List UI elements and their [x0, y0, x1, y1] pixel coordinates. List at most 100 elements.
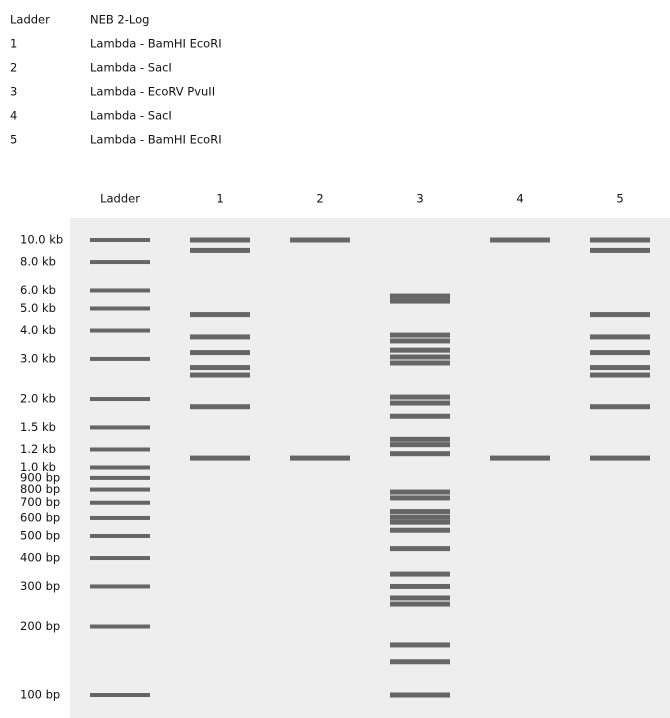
band: [390, 659, 450, 665]
band: [390, 489, 450, 495]
lane-label: Ladder: [100, 192, 140, 206]
ladder-label: 400 bp: [20, 551, 60, 565]
legend-description: Lambda - SacI: [90, 109, 172, 123]
ladder-band: [90, 556, 150, 561]
band: [390, 595, 450, 601]
ladder-label: 700 bp: [20, 495, 60, 509]
ladder-label: 600 bp: [20, 510, 60, 524]
band: [390, 514, 450, 520]
legend-description: Lambda - BamHI EcoRI: [90, 37, 222, 51]
lane-label: 2: [316, 192, 323, 206]
ladder-label: 500 bp: [20, 528, 60, 542]
ladder-band: [90, 475, 150, 480]
ladder-band: [90, 533, 150, 538]
band: [590, 237, 650, 243]
band: [190, 247, 250, 253]
legend-description: NEB 2-Log: [90, 13, 149, 27]
band: [390, 583, 450, 589]
band: [590, 312, 650, 318]
ladder-band: [90, 288, 150, 293]
legend-lane: 2: [10, 61, 17, 75]
ladder-band: [90, 500, 150, 505]
ladder-band: [90, 238, 150, 242]
ladder-band: [90, 624, 150, 629]
band: [390, 400, 450, 406]
ladder-label: 4.0 kb: [20, 323, 56, 337]
band: [290, 237, 350, 243]
band: [590, 334, 650, 340]
legend-lane: 5: [10, 133, 17, 147]
band: [390, 354, 450, 360]
band: [190, 312, 250, 318]
band: [590, 365, 650, 371]
band: [390, 332, 450, 338]
band: [190, 404, 250, 410]
ladder-label: 8.0 kb: [20, 255, 56, 269]
ladder-band: [90, 584, 150, 589]
ladder-band: [90, 487, 150, 492]
ladder-label: 200 bp: [20, 619, 60, 633]
band: [590, 350, 650, 356]
ladder-label: 900 bp: [20, 470, 60, 484]
band: [390, 527, 450, 533]
band: [190, 455, 250, 461]
lane-label: 3: [416, 192, 423, 206]
band: [390, 509, 450, 515]
band: [590, 455, 650, 461]
ladder-label: 1.0 kb: [20, 460, 56, 474]
band: [190, 237, 250, 243]
band: [390, 495, 450, 501]
ladder-label: 5.0 kb: [20, 301, 56, 315]
band: [390, 394, 450, 400]
ladder-band: [90, 356, 150, 361]
ladder-label: 800 bp: [20, 482, 60, 496]
band: [390, 519, 450, 525]
ladder-band: [90, 693, 150, 697]
band: [490, 237, 550, 243]
ladder-band: [90, 447, 150, 452]
ladder-label: 2.0 kb: [20, 392, 56, 406]
band: [190, 365, 250, 371]
band: [390, 436, 450, 442]
band: [390, 601, 450, 607]
ladder-label: 1.2 kb: [20, 442, 56, 456]
ladder-band: [90, 306, 150, 311]
band: [590, 247, 650, 253]
band: [390, 298, 450, 304]
ladder-band: [90, 328, 150, 333]
band: [390, 642, 450, 648]
band: [190, 350, 250, 356]
band: [390, 546, 450, 552]
ladder-label: 100 bp: [20, 688, 60, 702]
legend-lane: 4: [10, 109, 17, 123]
legend-description: Lambda - SacI: [90, 61, 172, 75]
ladder-label: 10.0 kb: [20, 233, 63, 247]
band: [190, 372, 250, 378]
legend-description: Lambda - BamHI EcoRI: [90, 133, 222, 147]
ladder-band: [90, 515, 150, 520]
band: [390, 442, 450, 448]
legend-description: Lambda - EcoRV PvuII: [90, 85, 215, 99]
lane-label: 5: [616, 192, 623, 206]
band: [490, 455, 550, 461]
band: [390, 293, 450, 299]
lane-label: 1: [216, 192, 223, 206]
band: [590, 372, 650, 378]
ladder-band: [90, 260, 150, 265]
band: [390, 413, 450, 419]
ladder-label: 300 bp: [20, 579, 60, 593]
ladder-label: 6.0 kb: [20, 283, 56, 297]
ladder-band: [90, 397, 150, 402]
band: [390, 571, 450, 577]
ladder-band: [90, 465, 150, 470]
band: [190, 334, 250, 340]
band: [390, 451, 450, 457]
ladder-band: [90, 425, 150, 430]
lane-label: 4: [516, 192, 523, 206]
legend-lane: 3: [10, 85, 17, 99]
band: [390, 692, 450, 698]
legend-lane: 1: [10, 37, 17, 51]
band: [390, 360, 450, 366]
ladder-label: 3.0 kb: [20, 351, 56, 365]
